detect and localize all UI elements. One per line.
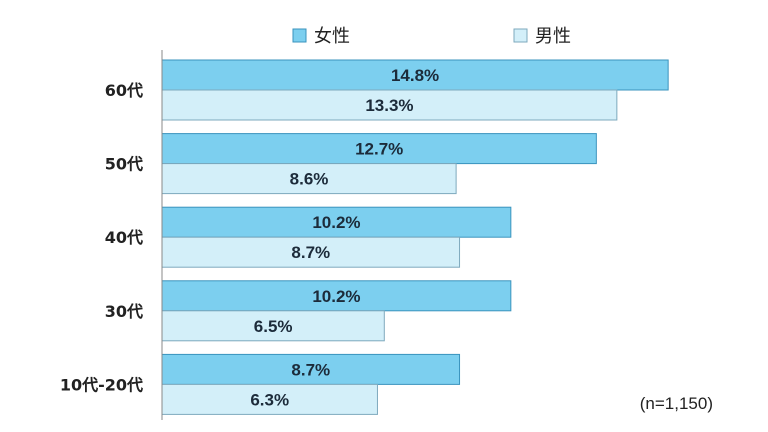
legend-swatch-female (292, 28, 307, 43)
category-label: 40代 (105, 228, 143, 247)
bar-male (161, 163, 457, 195)
bar-female (161, 133, 597, 165)
data-label: 12.7% (355, 140, 403, 159)
category-label: 50代 (105, 155, 143, 174)
data-label: 13.3% (365, 96, 413, 115)
bar-female (161, 59, 669, 91)
data-label: 10.2% (312, 287, 360, 306)
data-label: 8.7% (291, 360, 330, 379)
category-labels-group: 60代 50代 40代 30代 10代-20代 (60, 81, 143, 394)
data-label: 8.7% (291, 243, 330, 262)
category-label: 60代 (105, 81, 143, 100)
data-label: 6.3% (250, 390, 289, 409)
bar-male (161, 383, 378, 415)
data-label: 14.8% (391, 66, 439, 85)
data-label: 6.5% (254, 317, 293, 336)
bar-male (161, 89, 618, 121)
legend: 女性 男性 (292, 26, 571, 47)
bars-group (161, 59, 669, 415)
data-label: 8.6% (290, 170, 329, 189)
legend-label-male: 男性 (535, 26, 571, 47)
category-label: 10代-20代 (60, 375, 143, 394)
legend-swatch-male (513, 28, 528, 43)
category-label: 30代 (105, 302, 143, 321)
data-label: 10.2% (312, 213, 360, 232)
sample-size-note: (n=1,150) (640, 394, 713, 413)
data-labels-group: 14.8% 13.3% 12.7% 8.6% 10.2% 8.7% 10.2% 6.5% 8.7… (250, 66, 439, 409)
legend-label-female: 女性 (314, 26, 350, 47)
